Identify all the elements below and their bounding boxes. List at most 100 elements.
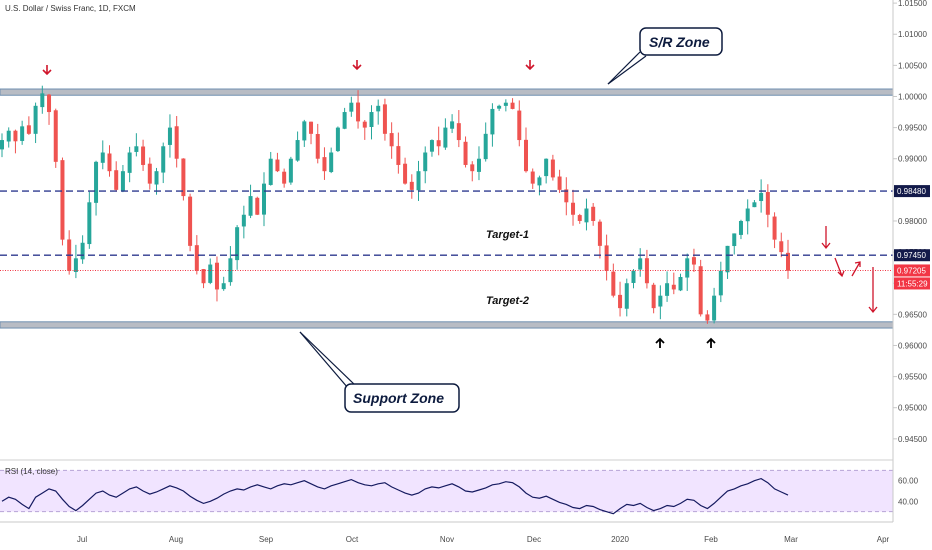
candle-body: [611, 271, 616, 296]
price-tick-label: 0.95000: [898, 404, 927, 413]
time-tick-label: Mar: [784, 535, 798, 544]
price-tag-box: [894, 185, 930, 198]
price-tag-label: 11:55:29: [897, 279, 928, 288]
candle-body: [369, 112, 374, 127]
candle-body: [134, 146, 139, 152]
candle: [214, 256, 219, 302]
candle: [685, 253, 690, 291]
time-tick-label: Feb: [704, 535, 718, 544]
candle-body: [362, 121, 367, 128]
sr-callout-pointer: [607, 51, 641, 85]
candle-body: [268, 158, 273, 185]
candle: [624, 278, 629, 317]
candle: [456, 110, 461, 148]
candle-body: [248, 196, 253, 216]
candle-body: [73, 258, 78, 273]
candle-body: [584, 208, 589, 223]
price-tick-label: 0.96500: [898, 310, 927, 319]
candle-body: [167, 127, 172, 145]
candle: [120, 165, 125, 193]
price-tick-label: 1.01500: [898, 0, 927, 8]
candle: [564, 177, 569, 216]
candle-body: [208, 264, 213, 283]
candle: [732, 233, 737, 255]
candle: [436, 126, 441, 156]
rsi-line: [1, 477, 789, 515]
candle: [423, 146, 428, 184]
candle: [396, 132, 401, 174]
candle: [611, 263, 616, 298]
candle: [309, 121, 314, 145]
candle-body: [20, 126, 25, 141]
candle: [470, 161, 475, 182]
candle-body: [0, 140, 4, 150]
candle-body: [13, 130, 18, 142]
candle: [262, 172, 266, 227]
candle: [631, 269, 636, 289]
candle: [443, 118, 448, 150]
rsi-tick-60: 60.00: [898, 477, 919, 486]
candle: [550, 154, 555, 181]
candle: [618, 281, 623, 317]
candle-body: [544, 158, 549, 177]
candle: [490, 103, 495, 147]
candle: [6, 127, 11, 148]
candle: [356, 90, 361, 129]
candle-body: [470, 164, 475, 172]
candle: [13, 129, 18, 154]
candle: [322, 147, 327, 180]
candle: [275, 152, 280, 173]
candle-body: [651, 284, 656, 309]
candle-body: [712, 295, 717, 321]
candle: [302, 119, 307, 147]
time-tick-label: Apr: [877, 535, 890, 544]
resistance-zone: [0, 88, 894, 96]
candle: [584, 198, 589, 231]
candle: [503, 99, 508, 112]
candle-body: [53, 110, 58, 162]
candle-body: [658, 295, 663, 307]
candle: [759, 179, 764, 213]
candle-body: [429, 140, 434, 152]
candle: [712, 287, 717, 324]
candle: [779, 232, 784, 258]
candle: [329, 147, 334, 174]
candle: [510, 98, 515, 110]
candle-body: [181, 158, 186, 197]
time-tick-label: Oct: [346, 535, 359, 544]
candle-body: [564, 189, 569, 203]
target-2-label: Target-2: [486, 295, 529, 307]
candle: [745, 199, 750, 235]
candle: [114, 161, 119, 192]
price-tag-label: 0.97450: [897, 251, 926, 260]
candle-body: [107, 153, 112, 172]
candle: [369, 105, 374, 140]
candle-body: [732, 233, 737, 247]
candle: [60, 157, 65, 246]
price-tick-label: 0.95500: [898, 373, 927, 382]
candle: [450, 114, 455, 134]
support-zone: [0, 321, 894, 329]
candle-body: [255, 197, 260, 215]
candle: [47, 93, 52, 125]
candle-body: [6, 130, 11, 142]
candle: [53, 108, 58, 168]
candle: [557, 169, 562, 193]
support-callout-box: [344, 383, 460, 413]
candle-body: [752, 202, 757, 208]
candle-body: [476, 158, 481, 172]
candle-body: [503, 102, 508, 106]
candle-body: [188, 196, 193, 246]
candle: [241, 205, 246, 239]
candle-body: [685, 258, 690, 278]
candle-body: [705, 314, 710, 321]
candle-body: [671, 284, 676, 290]
candle: [524, 127, 528, 173]
candle: [537, 175, 542, 196]
candle: [201, 268, 206, 289]
candle: [315, 123, 320, 164]
candle-body: [356, 102, 361, 122]
candle: [651, 282, 656, 314]
candle-body: [120, 171, 125, 191]
